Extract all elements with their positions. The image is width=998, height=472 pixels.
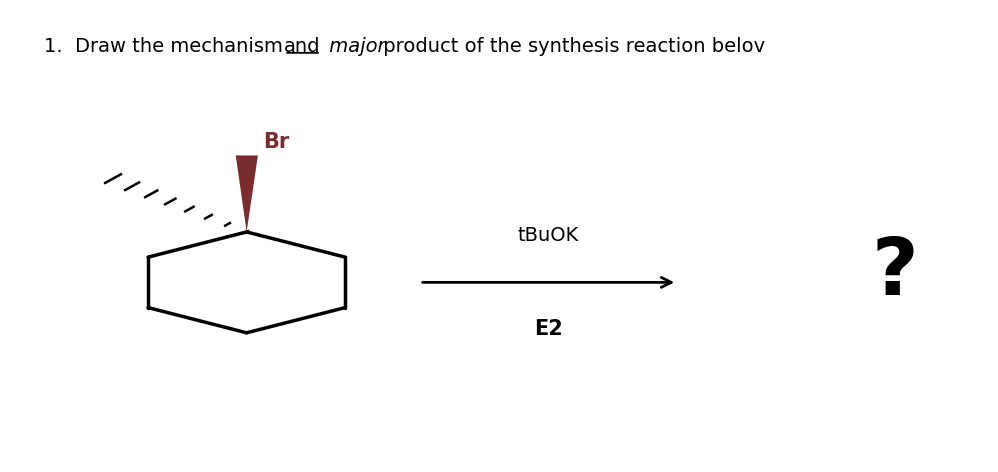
- Text: product of the synthesis reaction belov: product of the synthesis reaction belov: [377, 37, 765, 56]
- Text: E2: E2: [534, 320, 563, 339]
- Text: Br: Br: [263, 132, 289, 152]
- Text: ?: ?: [871, 234, 918, 312]
- Text: tBuOK: tBuOK: [518, 226, 579, 245]
- Text: 1.  Draw the mechanism: 1. Draw the mechanism: [44, 37, 288, 56]
- Polygon shape: [236, 155, 257, 232]
- Text: and: and: [284, 37, 320, 56]
- Text: major: major: [322, 37, 385, 56]
